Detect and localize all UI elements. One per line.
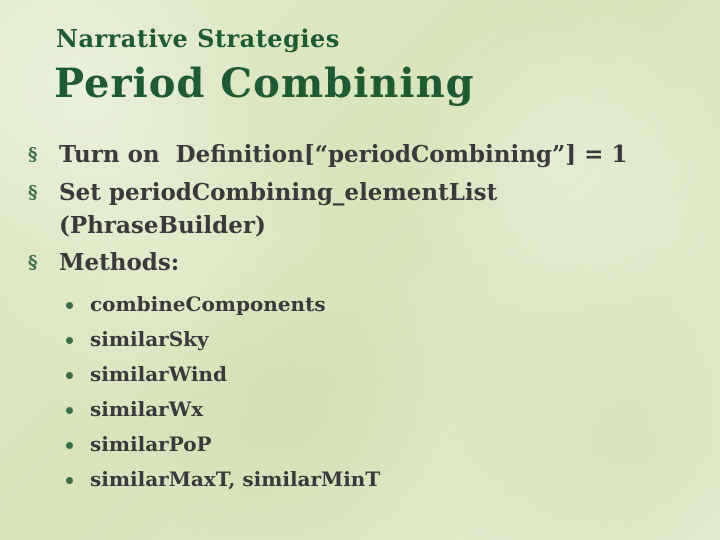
method-name: similarPoP: [90, 432, 212, 456]
method-item: similarPoP: [66, 427, 380, 462]
method-item: similarSky: [66, 322, 380, 357]
method-item: similarWind: [66, 357, 380, 392]
method-name: similarMaxT, similarMinT: [90, 467, 381, 491]
section-bullet-icon: §: [28, 252, 38, 273]
section-bullet-icon: §: [28, 144, 38, 165]
bullet-text: Set periodCombining_elementList (PhraseB…: [59, 179, 498, 239]
bullet-text: Methods:: [59, 249, 180, 276]
section-bullet-icon: §: [28, 182, 38, 203]
method-name: similarSky: [90, 327, 209, 351]
method-item: similarMaxT, similarMinT: [66, 462, 380, 497]
method-name: combineComponents: [90, 292, 326, 316]
method-name: similarWind: [90, 362, 227, 386]
methods-list: combineComponents similarSky similarWind…: [66, 287, 380, 497]
dot-bullet-icon: [66, 337, 73, 344]
method-item: combineComponents: [66, 287, 380, 322]
bullet-list: § Turn on Definition[“periodCombining”] …: [28, 138, 708, 284]
dot-bullet-icon: [66, 302, 73, 309]
dot-bullet-icon: [66, 477, 73, 484]
dot-bullet-icon: [66, 407, 73, 414]
dot-bullet-icon: [66, 442, 73, 449]
bullet-set-element-list: § Set periodCombining_elementList (Phras…: [28, 176, 708, 242]
slide-title: Period Combining: [54, 60, 475, 107]
method-name: similarWx: [90, 397, 204, 421]
bullet-turn-on: § Turn on Definition[“periodCombining”] …: [28, 138, 708, 172]
dot-bullet-icon: [66, 372, 73, 379]
bullet-text: Turn on Definition[“periodCombining”] = …: [59, 141, 628, 168]
slide-subtitle: Narrative Strategies: [56, 24, 340, 53]
method-item: similarWx: [66, 392, 380, 427]
bullet-methods: § Methods:: [28, 246, 708, 280]
